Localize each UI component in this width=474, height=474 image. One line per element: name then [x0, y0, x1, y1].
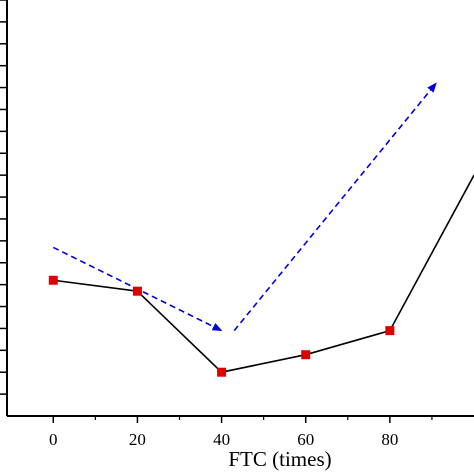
x-tick-label: 0: [49, 430, 58, 449]
x-tick-label: 60: [297, 430, 314, 449]
axes: 0 20 40 60 80: [0, 0, 474, 449]
x-tick-label: 20: [129, 430, 146, 449]
data-point: [217, 367, 227, 377]
trend-arrow: [233, 82, 437, 332]
x-axis-title: FTC (times): [228, 447, 331, 471]
data-point: [48, 275, 58, 285]
data-point: [301, 350, 311, 360]
data-point: [385, 326, 395, 336]
series: [48, 174, 474, 377]
annotations: [52, 82, 437, 332]
x-tick-label: 40: [213, 430, 230, 449]
series-line: [53, 174, 474, 374]
data-point: [132, 286, 142, 296]
x-tick-label: 80: [381, 430, 398, 449]
